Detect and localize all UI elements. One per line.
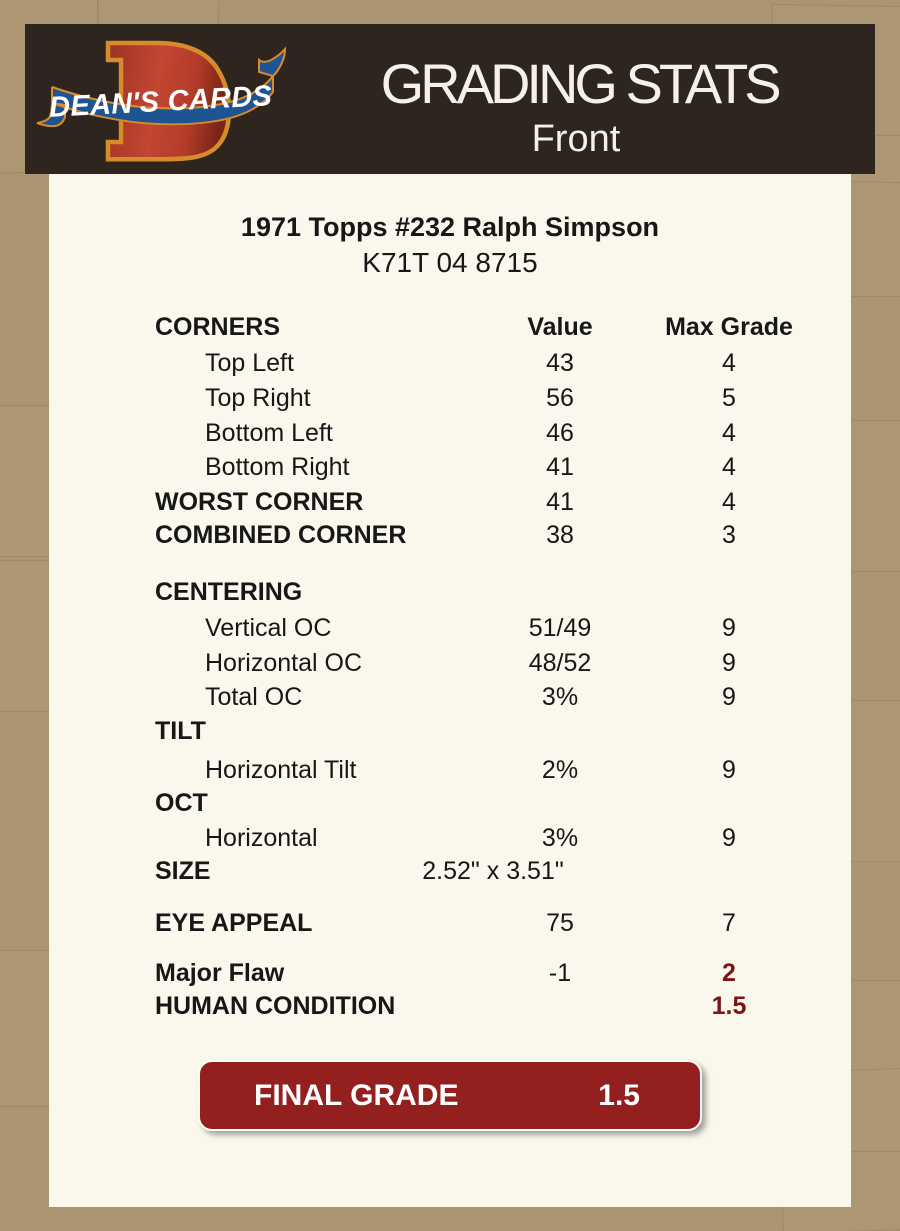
- svg-text:DEAN'S CARDS: DEAN'S CARDS: [48, 80, 273, 124]
